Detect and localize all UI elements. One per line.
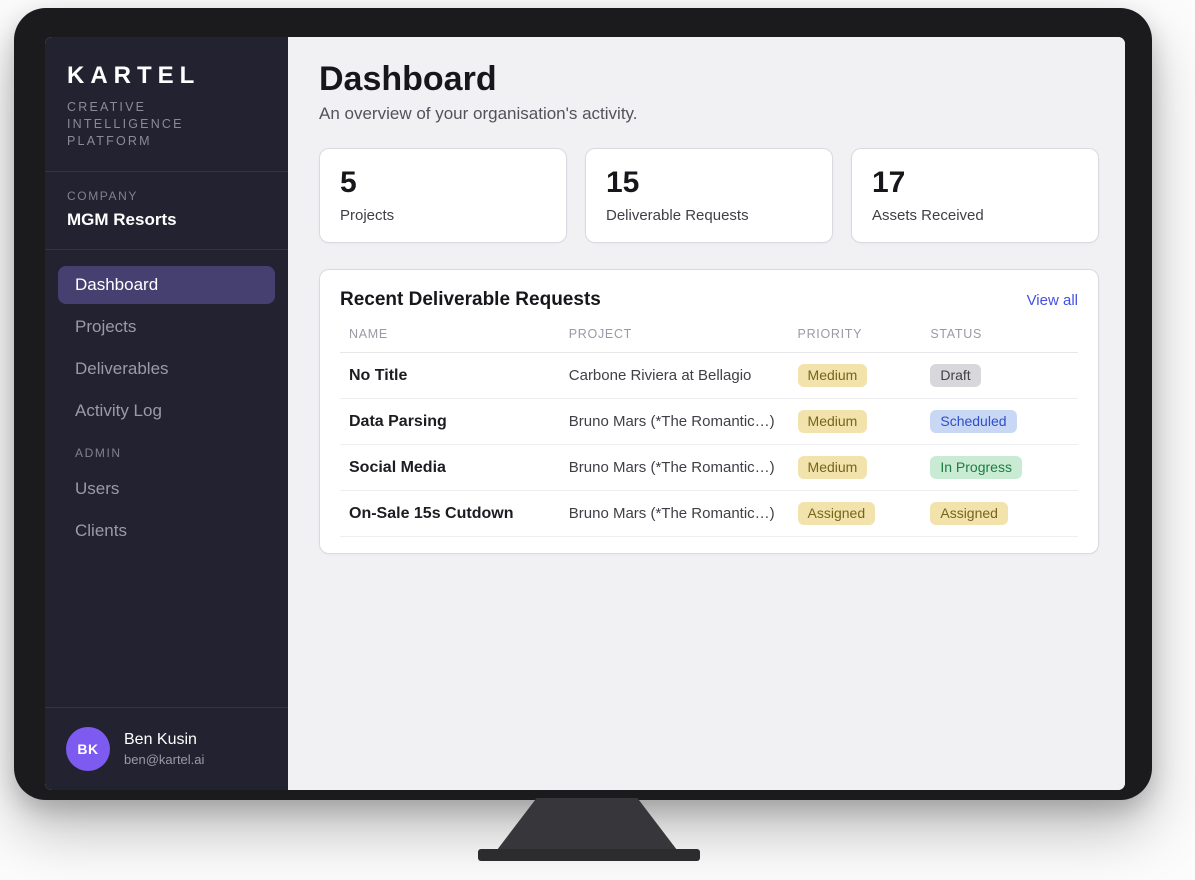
- status-cell: In Progress: [930, 456, 1078, 479]
- sidebar-nav: Dashboard Projects Deliverables Activity…: [45, 250, 288, 554]
- stat-card-assets-received: 17 Assets Received: [851, 148, 1099, 243]
- panel-header: Recent Deliverable Requests View all: [340, 289, 1078, 311]
- monitor-frame: KARTEL CREATIVE INTELLIGENCE PLATFORM CO…: [14, 8, 1152, 800]
- app-tagline: CREATIVE INTELLIGENCE PLATFORM: [67, 99, 266, 150]
- monitor-stand-base: [478, 849, 700, 861]
- status-badge: In Progress: [930, 456, 1022, 479]
- status-badge: Assigned: [930, 502, 1008, 525]
- priority-cell: Medium: [797, 456, 931, 479]
- status-cell: Scheduled: [930, 410, 1078, 433]
- user-profile-text: Ben Kusin ben@kartel.ai: [124, 731, 204, 767]
- stat-label-assets-received: Assets Received: [872, 207, 984, 224]
- sidebar-item-deliverables[interactable]: Deliverables: [75, 358, 169, 378]
- app-logo: KARTEL: [67, 62, 201, 89]
- view-all-link[interactable]: View all: [1026, 292, 1078, 309]
- sidebar-item-projects[interactable]: Projects: [75, 316, 137, 336]
- deliverable-name: Social Media: [349, 458, 446, 476]
- column-header-project: PROJECT: [568, 327, 633, 341]
- deliverable-name: No Title: [349, 366, 408, 384]
- table-row[interactable]: Social Media Bruno Mars (*The Romantic…)…: [340, 445, 1078, 491]
- stats-row: 5 Projects 15 Deliverable Requests 17 As…: [319, 148, 1099, 243]
- stat-value-assets-received: 17: [872, 166, 906, 199]
- sidebar-item-clients[interactable]: Clients: [75, 520, 127, 540]
- page-title: Dashboard: [319, 60, 497, 98]
- status-badge: Scheduled: [930, 410, 1017, 433]
- monitor-stand-neck: [497, 798, 677, 850]
- status-cell: Assigned: [930, 502, 1078, 525]
- sidebar-item-users[interactable]: Users: [75, 478, 120, 498]
- page-subtitle: An overview of your organisation's activ…: [319, 104, 638, 123]
- status-cell: Draft: [930, 364, 1078, 387]
- admin-section-label: ADMIN: [75, 445, 122, 460]
- stat-card-projects: 5 Projects: [319, 148, 567, 243]
- stat-value-projects: 5: [340, 166, 357, 199]
- sidebar-item-activity-log[interactable]: Activity Log: [75, 400, 162, 420]
- stat-label-projects: Projects: [340, 207, 395, 224]
- user-email: ben@kartel.ai: [124, 752, 205, 767]
- deliverable-name: Data Parsing: [349, 412, 447, 430]
- status-badge: Draft: [930, 364, 981, 387]
- column-header-name: NAME: [349, 327, 388, 341]
- company-block: COMPANY MGM Resorts: [45, 172, 288, 250]
- brand-block: KARTEL CREATIVE INTELLIGENCE PLATFORM: [45, 37, 288, 172]
- column-header-status: STATUS: [930, 327, 983, 341]
- table-header-row: NAME PROJECT PRIORITY STATUS: [340, 323, 1078, 353]
- table-row[interactable]: On-Sale 15s Cutdown Bruno Mars (*The Rom…: [340, 491, 1078, 537]
- priority-badge: Medium: [797, 364, 868, 387]
- stat-card-deliverable-requests: 15 Deliverable Requests: [585, 148, 833, 243]
- app-tagline-line1: CREATIVE INTELLIGENCE: [67, 100, 184, 131]
- stat-value-deliverable-requests: 15: [606, 166, 640, 199]
- deliverable-project: Carbone Riviera at Bellagio: [568, 367, 752, 384]
- priority-cell: Medium: [797, 410, 931, 433]
- user-profile[interactable]: BK Ben Kusin ben@kartel.ai: [45, 707, 288, 790]
- sidebar-spacer: [45, 554, 288, 707]
- avatar: BK: [66, 727, 110, 771]
- priority-badge: Medium: [797, 456, 868, 479]
- panel-title: Recent Deliverable Requests: [340, 289, 601, 310]
- sidebar: KARTEL CREATIVE INTELLIGENCE PLATFORM CO…: [45, 37, 288, 790]
- priority-cell: Medium: [797, 364, 931, 387]
- stat-label-deliverable-requests: Deliverable Requests: [606, 207, 749, 224]
- app-tagline-line2: PLATFORM: [67, 133, 152, 148]
- app-window: KARTEL CREATIVE INTELLIGENCE PLATFORM CO…: [45, 37, 1125, 790]
- main-content: Dashboard An overview of your organisati…: [288, 37, 1125, 790]
- priority-badge: Assigned: [797, 502, 876, 525]
- recent-deliverables-panel: Recent Deliverable Requests View all NAM…: [319, 269, 1099, 554]
- priority-cell: Assigned: [797, 502, 931, 525]
- deliverable-project: Bruno Mars (*The Romantic…): [568, 459, 775, 476]
- table-row[interactable]: Data Parsing Bruno Mars (*The Romantic…)…: [340, 399, 1078, 445]
- deliverable-project: Bruno Mars (*The Romantic…): [568, 505, 775, 522]
- table-row[interactable]: No Title Carbone Riviera at Bellagio Med…: [340, 353, 1078, 399]
- deliverable-name: On-Sale 15s Cutdown: [349, 504, 514, 522]
- user-name: Ben Kusin: [124, 731, 197, 748]
- deliverable-project: Bruno Mars (*The Romantic…): [568, 413, 775, 430]
- sidebar-item-dashboard[interactable]: Dashboard: [58, 265, 275, 304]
- column-header-priority: PRIORITY: [797, 327, 863, 341]
- priority-badge: Medium: [797, 410, 868, 433]
- company-name: MGM Resorts: [67, 209, 177, 229]
- company-label: COMPANY: [67, 188, 138, 203]
